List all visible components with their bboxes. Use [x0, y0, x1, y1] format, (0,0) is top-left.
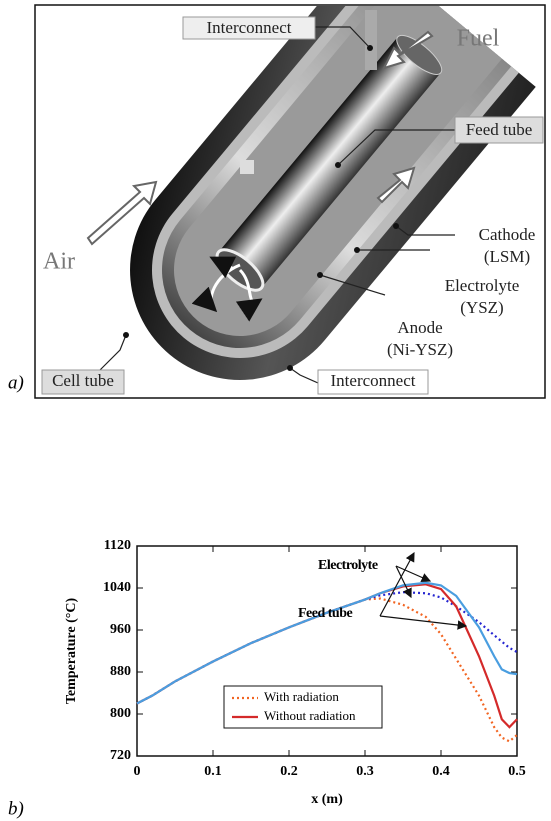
annotation: Feed tube — [298, 606, 353, 621]
x-tick-label: 0 — [134, 764, 141, 779]
flow-arrows — [191, 256, 263, 322]
label-interconnect: Interconnect — [331, 371, 416, 390]
annotation-arrow — [395, 565, 432, 583]
label-air: Air — [43, 249, 75, 275]
feed-tube-end — [396, 34, 443, 75]
y-axis-label: Temperature (°C) — [64, 598, 79, 705]
feed-tube — [218, 36, 441, 288]
annotation-arrow — [379, 615, 468, 630]
plot: 720 800 880 960 1040 1120 0 0.1 0.2 0.3 0.4 0.5 Elec… — [103, 538, 526, 779]
x-axis-label: x (m) — [311, 792, 343, 807]
y-tick-label: 720 — [110, 748, 131, 763]
x-tick-label: 0.1 — [204, 764, 222, 779]
label-cell-tube: Cell tube — [52, 371, 114, 390]
label-cathode: Cathode — [479, 225, 536, 244]
x-tick-label: 0.5 — [508, 764, 526, 779]
label-box — [182, 16, 316, 40]
hollow-arrows — [86, 30, 434, 246]
y-tick-label: 880 — [110, 664, 131, 679]
label-cathode: (LSM) — [484, 247, 530, 266]
leaders — [99, 26, 460, 384]
y-tick-label: 800 — [110, 706, 131, 721]
label-anode: Anode — [397, 318, 442, 337]
legend-box — [223, 685, 383, 729]
label-feed-tube: Feed tube — [466, 120, 533, 139]
tab — [240, 160, 254, 174]
data-line — [136, 581, 518, 705]
data-line — [136, 591, 518, 705]
panel-label: a) — [8, 372, 24, 393]
annotation-arrow — [379, 551, 415, 617]
y-tick-label: 1040 — [103, 580, 131, 595]
label-electrolyte: Electrolyte — [445, 276, 520, 295]
label-box — [454, 116, 544, 144]
interconnect-strip — [365, 10, 377, 70]
x-tick-label: 0.4 — [432, 764, 450, 779]
y-tick-label: 960 — [110, 622, 131, 637]
label-anode: (Ni-YSZ) — [387, 340, 453, 359]
label-fuel: Fuel — [457, 26, 500, 52]
y-tick-label: 1120 — [104, 538, 131, 553]
label-electrolyte: (YSZ) — [460, 298, 503, 317]
annotation-arrow — [395, 565, 412, 599]
fuel-cell-drawing — [130, 6, 536, 380]
x-tick-label: 0.3 — [356, 764, 374, 779]
label-box — [41, 369, 125, 395]
annotation: Electrolyte — [318, 558, 378, 573]
panel-label: b) — [8, 798, 24, 819]
label-interconnect: Interconnect — [207, 18, 292, 37]
x-tick-label: 0.2 — [280, 764, 298, 779]
legend-label: With radiation — [264, 689, 339, 704]
label-box — [317, 369, 429, 395]
legend-label: Without radiation — [264, 708, 356, 723]
